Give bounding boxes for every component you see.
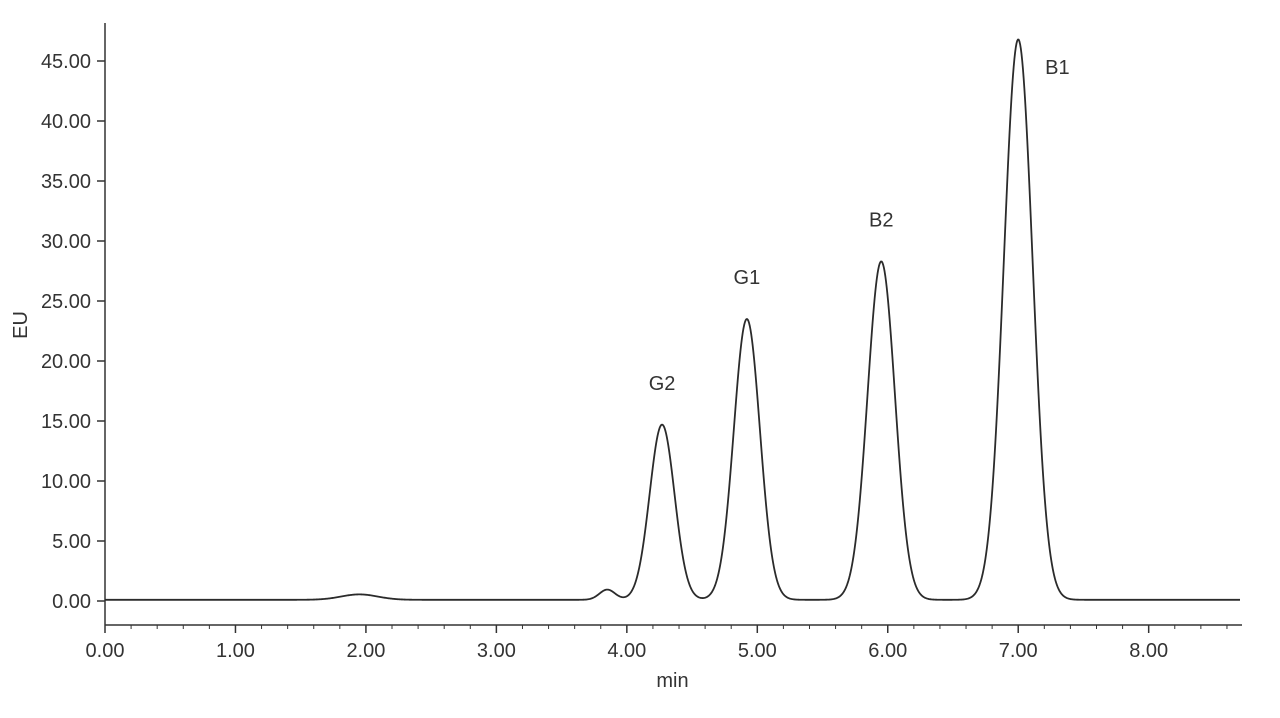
- chart-background: [0, 0, 1280, 718]
- x-tick-label: 2.00: [346, 640, 385, 662]
- x-tick-label: 7.00: [999, 640, 1038, 662]
- peak-label: B2: [869, 210, 893, 232]
- chart-svg: 0.00 1.00 2.00 3.00 4.00 5.00 6.00 7.00 8.00 0.00…: [0, 0, 1280, 718]
- peak-label: B1: [1045, 57, 1069, 79]
- y-axis-label: EU: [10, 311, 32, 339]
- x-tick-label: 4.00: [607, 640, 646, 662]
- peak-label: G1: [734, 267, 761, 289]
- peak-label: G2: [649, 373, 676, 395]
- y-tick-label: 15.00: [41, 411, 91, 433]
- x-tick-label: 1.00: [216, 640, 255, 662]
- y-tick-label: 45.00: [41, 51, 91, 73]
- x-tick-label: 0.00: [86, 640, 125, 662]
- x-tick-label: 8.00: [1129, 640, 1168, 662]
- y-tick-label: 35.00: [41, 171, 91, 193]
- y-tick-label: 40.00: [41, 111, 91, 133]
- x-axis-label: min: [656, 670, 688, 692]
- y-tick-label: 25.00: [41, 291, 91, 313]
- y-tick-label: 30.00: [41, 231, 91, 253]
- x-tick-label: 3.00: [477, 640, 516, 662]
- chromatogram-chart: 0.00 1.00 2.00 3.00 4.00 5.00 6.00 7.00 8.00 0.00…: [0, 0, 1280, 718]
- x-tick-label: 6.00: [868, 640, 907, 662]
- x-tick-label: 5.00: [738, 640, 777, 662]
- y-tick-label: 5.00: [52, 531, 91, 553]
- y-tick-label: 0.00: [52, 591, 91, 613]
- y-tick-label: 20.00: [41, 351, 91, 373]
- y-tick-label: 10.00: [41, 471, 91, 493]
